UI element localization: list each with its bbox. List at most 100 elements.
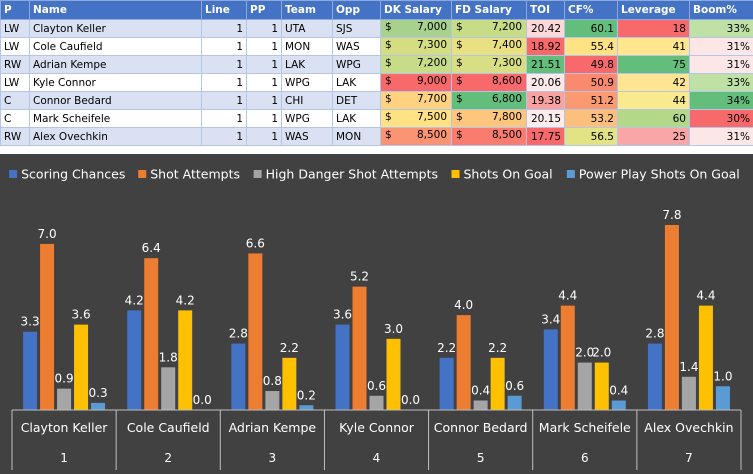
category-label: Kyle Connor: [339, 420, 415, 435]
data-label: 1.8: [159, 350, 178, 364]
category-index-label: 2: [164, 451, 172, 465]
cell-toi: 21.51: [526, 55, 565, 74]
bar-3-0: [74, 324, 89, 410]
legend-swatch-3: [451, 170, 460, 178]
data-label: 3.6: [333, 308, 352, 322]
cell-dk: $7,300: [380, 37, 452, 56]
data-label: 2.8: [229, 327, 248, 341]
data-label: 3.3: [21, 315, 40, 329]
bar-1-3: [352, 286, 367, 410]
column-header: Team: [281, 0, 333, 20]
bar-4-2: [299, 405, 314, 410]
currency-symbol: $: [385, 57, 392, 69]
cell-boom: 31%: [689, 55, 753, 74]
column-header: Boom%: [689, 0, 753, 20]
cell-team: WPG: [281, 109, 333, 128]
data-label: 0.0: [401, 393, 420, 407]
cell-name: Mark Scheifele: [29, 109, 202, 128]
cell-cf: 56.5: [564, 127, 618, 146]
column-header: CF%: [564, 0, 618, 20]
cell-fd: $6,800: [451, 91, 527, 110]
data-label: 7.0: [38, 227, 57, 241]
table-row: C Mark Scheifele 1 1 WPG LAK $7,500 $7,800 20.15…: [0, 109, 753, 128]
bar-4-0: [91, 402, 106, 410]
cell-line: 1: [201, 109, 247, 128]
data-label: 0.4: [609, 384, 628, 398]
bar-1-2: [248, 253, 263, 410]
cell-toi: 20.42: [526, 19, 565, 38]
cell-pp: 1: [246, 91, 282, 110]
bar-2-3: [369, 395, 384, 410]
bar-2-6: [681, 376, 696, 410]
cell-team: MON: [281, 37, 333, 56]
currency-symbol: $: [385, 39, 392, 51]
cell-boom: 33%: [689, 19, 753, 38]
cell-fd: $7,300: [451, 55, 527, 74]
salary-value: 7,400: [491, 39, 522, 51]
salary-value: 7,500: [416, 111, 447, 123]
legend-swatch-4: [566, 170, 575, 178]
cell-line: 1: [201, 37, 247, 56]
table-row: C Connor Bedard 1 1 CHI DET $7,700 $6,800 19.38 5…: [0, 91, 753, 110]
legend-label-4: Power Play Shots On Goal: [579, 167, 740, 182]
column-header: Leverage: [617, 0, 690, 20]
table-body: LW Clayton Keller 1 1 UTA SJS $7,000 $7,200 20.4…: [0, 19, 753, 146]
cell-toi: 20.15: [526, 109, 565, 128]
bar-1-0: [40, 243, 55, 410]
data-label: 2.0: [575, 346, 594, 360]
cell-fd: $7,800: [451, 109, 527, 128]
cell-lev: 25: [617, 127, 690, 146]
legend-swatch-1: [138, 170, 147, 178]
salary-value: 7,300: [416, 39, 447, 51]
column-header: TOI: [526, 0, 565, 20]
cell-dk: $7,000: [380, 19, 452, 38]
category-label: Adrian Kempe: [229, 420, 317, 435]
data-label: 4.2: [176, 293, 195, 307]
category-label: Clayton Keller: [21, 420, 109, 435]
cell-lev: 44: [617, 91, 690, 110]
table-row: LW Clayton Keller 1 1 UTA SJS $7,000 $7,200 20.4…: [0, 19, 753, 38]
cell-pp: 1: [246, 127, 282, 146]
column-header: Name: [29, 0, 202, 20]
cell-line: 1: [201, 55, 247, 74]
cell-team: UTA: [281, 19, 333, 38]
data-label: 4.2: [125, 293, 144, 307]
data-label: 4.4: [558, 289, 577, 303]
category-label: Alex Ovechkin: [644, 420, 733, 435]
cell-opp: DET: [332, 91, 381, 110]
table-row: LW Kyle Connor 1 1 WPG LAK $9,000 $8,600 20.06 50…: [0, 73, 753, 92]
category-label: Cole Caufield: [127, 420, 210, 435]
cell-dk: $7,200: [380, 55, 452, 74]
data-label: 0.0: [193, 393, 212, 407]
bar-0-5: [543, 329, 558, 410]
cell-dk: $8,500: [380, 127, 452, 146]
cell-pp: 1: [246, 55, 282, 74]
cell-line: 1: [201, 73, 247, 92]
currency-symbol: $: [385, 111, 392, 123]
column-header: Line: [201, 0, 247, 20]
bar-2-4: [473, 400, 488, 410]
salary-value: 9,000: [416, 75, 447, 87]
currency-symbol: $: [456, 21, 463, 33]
cell-cf: 53.2: [564, 109, 618, 128]
cell-p: LW: [0, 37, 30, 56]
table-row: LW Cole Caufield 1 1 MON WAS $7,300 $7,400 18.92…: [0, 37, 753, 56]
cell-p: C: [0, 109, 30, 128]
bar-chart-svg: Scoring Chances Shot Attempts High Danger …: [9, 167, 742, 470]
cell-opp: WAS: [332, 37, 381, 56]
category-index-label: 3: [269, 451, 277, 465]
bar-1-5: [560, 305, 575, 410]
legend-label-2: High Danger Shot Attempts: [266, 167, 438, 182]
bar-3-6: [698, 305, 713, 410]
cell-name: Alex Ovechkin: [29, 127, 202, 146]
table-row: RW Alex Ovechkin 1 1 WAS MON $8,500 $8,500 17.75…: [0, 127, 753, 146]
data-label: 1.0: [713, 369, 732, 383]
data-label: 4.0: [454, 298, 473, 312]
bar-4-5: [611, 400, 626, 410]
cell-name: Cole Caufield: [29, 37, 202, 56]
cell-fd: $7,200: [451, 19, 527, 38]
cell-line: 1: [201, 19, 247, 38]
bar-0-2: [231, 343, 246, 410]
bar-3-2: [282, 357, 297, 410]
data-label: 0.2: [297, 388, 316, 402]
